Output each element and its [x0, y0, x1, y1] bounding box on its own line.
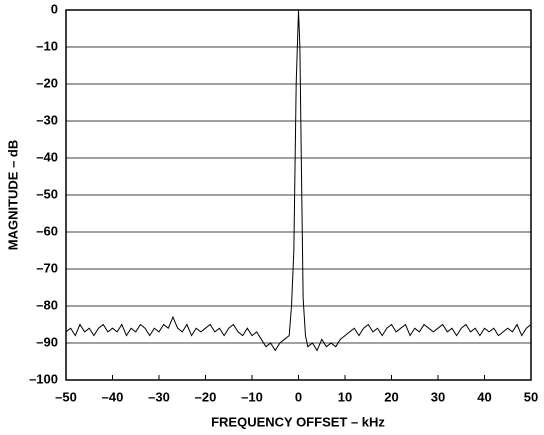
x-tick-label: 50	[524, 389, 538, 404]
x-tick-label: 10	[338, 389, 352, 404]
y-tick-label: –40	[36, 149, 58, 164]
x-tick-label: 20	[384, 389, 398, 404]
x-tick-label: –20	[195, 389, 217, 404]
x-tick-label: –50	[55, 389, 77, 404]
y-tick-label: –30	[36, 112, 58, 127]
y-tick-label: –70	[36, 260, 58, 275]
y-tick-label: –50	[36, 186, 58, 201]
x-axis-label: FREQUENCY OFFSET – kHz	[211, 414, 385, 429]
y-axis-label: MAGNITUDE – dB	[5, 140, 20, 251]
x-tick-label: 40	[477, 389, 491, 404]
y-tick-label: –80	[36, 297, 58, 312]
y-tick-label: –60	[36, 223, 58, 238]
y-tick-label: –20	[36, 75, 58, 90]
y-tick-label: –100	[29, 371, 58, 386]
x-tick-label: –30	[148, 389, 170, 404]
y-tick-label: 0	[51, 1, 58, 16]
x-tick-label: –40	[102, 389, 124, 404]
y-tick-label: –10	[36, 38, 58, 53]
x-tick-label: 0	[295, 389, 302, 404]
x-tick-label: –10	[241, 389, 263, 404]
y-tick-label: –90	[36, 334, 58, 349]
spectrum-line	[65, 9, 532, 352]
x-tick-label: 30	[431, 389, 445, 404]
